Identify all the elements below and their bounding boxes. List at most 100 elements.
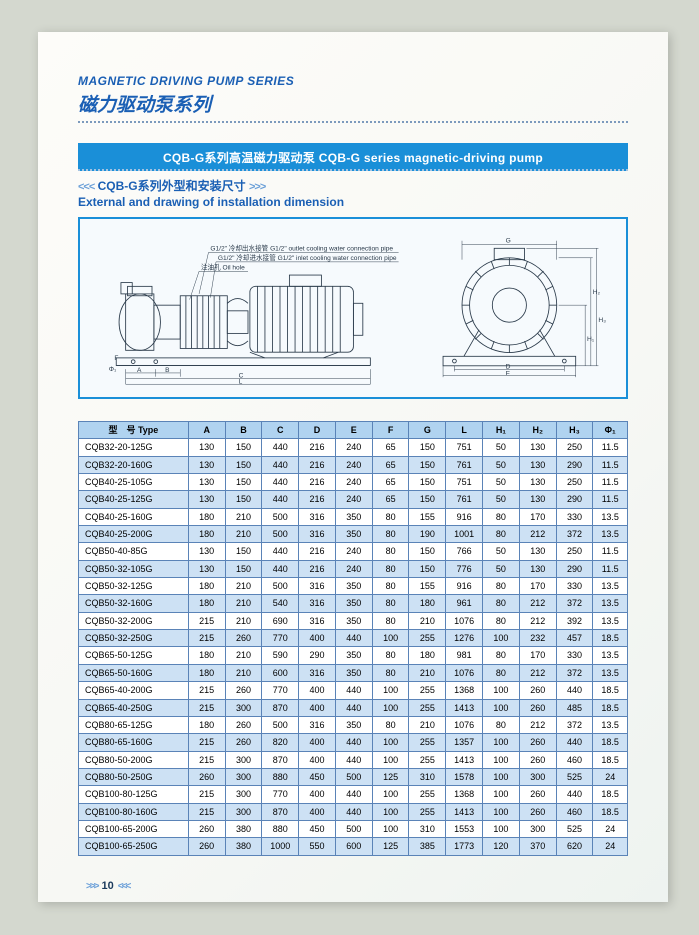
value-cell: 18.5 [593,803,628,820]
value-cell: 150 [409,543,446,560]
value-cell: 100 [372,734,409,751]
value-cell: 100 [372,751,409,768]
value-cell: 80 [372,543,409,560]
value-cell: 1553 [446,820,483,837]
value-cell: 100 [483,682,520,699]
value-cell: 400 [299,803,336,820]
arrow-right-icon: >>> [249,181,265,193]
value-cell: 350 [335,595,372,612]
value-cell: 80 [483,508,520,525]
value-cell: 290 [556,456,593,473]
value-cell: 240 [335,543,372,560]
value-cell: 11.5 [593,560,628,577]
value-cell: 210 [409,612,446,629]
value-cell: 1076 [446,664,483,681]
type-cell: CQB40-25-105G [79,474,189,491]
value-cell: 300 [519,820,556,837]
value-cell: 260 [519,786,556,803]
value-cell: 440 [262,474,299,491]
subheading: <<< CQB-G系列外型和安装尺寸 >>> External and draw… [78,177,628,209]
col-header: C [262,422,299,439]
value-cell: 457 [556,630,593,647]
value-cell: 316 [299,612,336,629]
table-row: CQB65-40-200G215260770400440100255136810… [79,682,628,699]
dim-h2: H₂ [593,289,601,296]
subheading-en: External and drawing of installation dim… [78,195,628,209]
value-cell: 180 [409,595,446,612]
table-row: CQB40-25-105G130150440216240651507515013… [79,474,628,491]
value-cell: 130 [188,491,225,508]
table-row: CQB40-25-125G130150440216240651507615013… [79,491,628,508]
value-cell: 600 [262,664,299,681]
value-cell: 80 [372,647,409,664]
value-cell: 330 [556,647,593,664]
subheading-cn: CQB-G系列外型和安装尺寸 [98,179,246,193]
value-cell: 50 [483,560,520,577]
value-cell: 385 [409,838,446,855]
value-cell: 240 [335,439,372,456]
footer-arrow-left-icon: >>> [86,881,98,892]
value-cell: 440 [335,786,372,803]
value-cell: 870 [262,699,299,716]
page-number: 10 [102,880,114,892]
value-cell: 150 [225,456,262,473]
value-cell: 400 [299,751,336,768]
value-cell: 440 [335,699,372,716]
value-cell: 80 [483,526,520,543]
value-cell: 216 [299,491,336,508]
value-cell: 260 [225,682,262,699]
value-cell: 525 [556,820,593,837]
value-cell: 310 [409,768,446,785]
value-cell: 260 [519,682,556,699]
value-cell: 210 [225,526,262,543]
value-cell: 80 [372,508,409,525]
type-cell: CQB65-50-160G [79,664,189,681]
value-cell: 216 [299,560,336,577]
value-cell: 150 [409,560,446,577]
type-cell: CQB80-50-250G [79,768,189,785]
value-cell: 170 [519,578,556,595]
value-cell: 232 [519,630,556,647]
value-cell: 65 [372,439,409,456]
value-cell: 770 [262,682,299,699]
value-cell: 525 [556,768,593,785]
value-cell: 180 [188,595,225,612]
value-cell: 290 [299,647,336,664]
value-cell: 690 [262,612,299,629]
value-cell: 372 [556,716,593,733]
value-cell: 500 [262,508,299,525]
value-cell: 330 [556,508,593,525]
value-cell: 260 [519,699,556,716]
value-cell: 761 [446,491,483,508]
value-cell: 180 [188,508,225,525]
dim-l: L [239,378,243,385]
col-header: F [372,422,409,439]
value-cell: 150 [225,439,262,456]
value-cell: 212 [519,612,556,629]
value-cell: 250 [556,474,593,491]
value-cell: 80 [483,595,520,612]
value-cell: 400 [299,682,336,699]
value-cell: 1413 [446,803,483,820]
value-cell: 130 [519,491,556,508]
value-cell: 255 [409,786,446,803]
value-cell: 255 [409,734,446,751]
value-cell: 65 [372,491,409,508]
type-cell: CQB100-65-200G [79,820,189,837]
value-cell: 260 [519,734,556,751]
value-cell: 460 [556,751,593,768]
type-cell: CQB50-32-125G [79,578,189,595]
table-row: CQB100-80-160G21530087040044010025514131… [79,803,628,820]
value-cell: 216 [299,543,336,560]
value-cell: 916 [446,578,483,595]
value-cell: 440 [335,630,372,647]
value-cell: 130 [188,560,225,577]
value-cell: 11.5 [593,543,628,560]
table-row: CQB50-40-85G1301504402162408015076650130… [79,543,628,560]
value-cell: 440 [556,734,593,751]
value-cell: 50 [483,474,520,491]
label-outlet: G1/2" 冷却出水接管 G1/2" outlet cooling water … [210,244,393,253]
value-cell: 100 [372,630,409,647]
label-oil: 注油孔 Oil hole [201,262,245,271]
value-cell: 1368 [446,786,483,803]
